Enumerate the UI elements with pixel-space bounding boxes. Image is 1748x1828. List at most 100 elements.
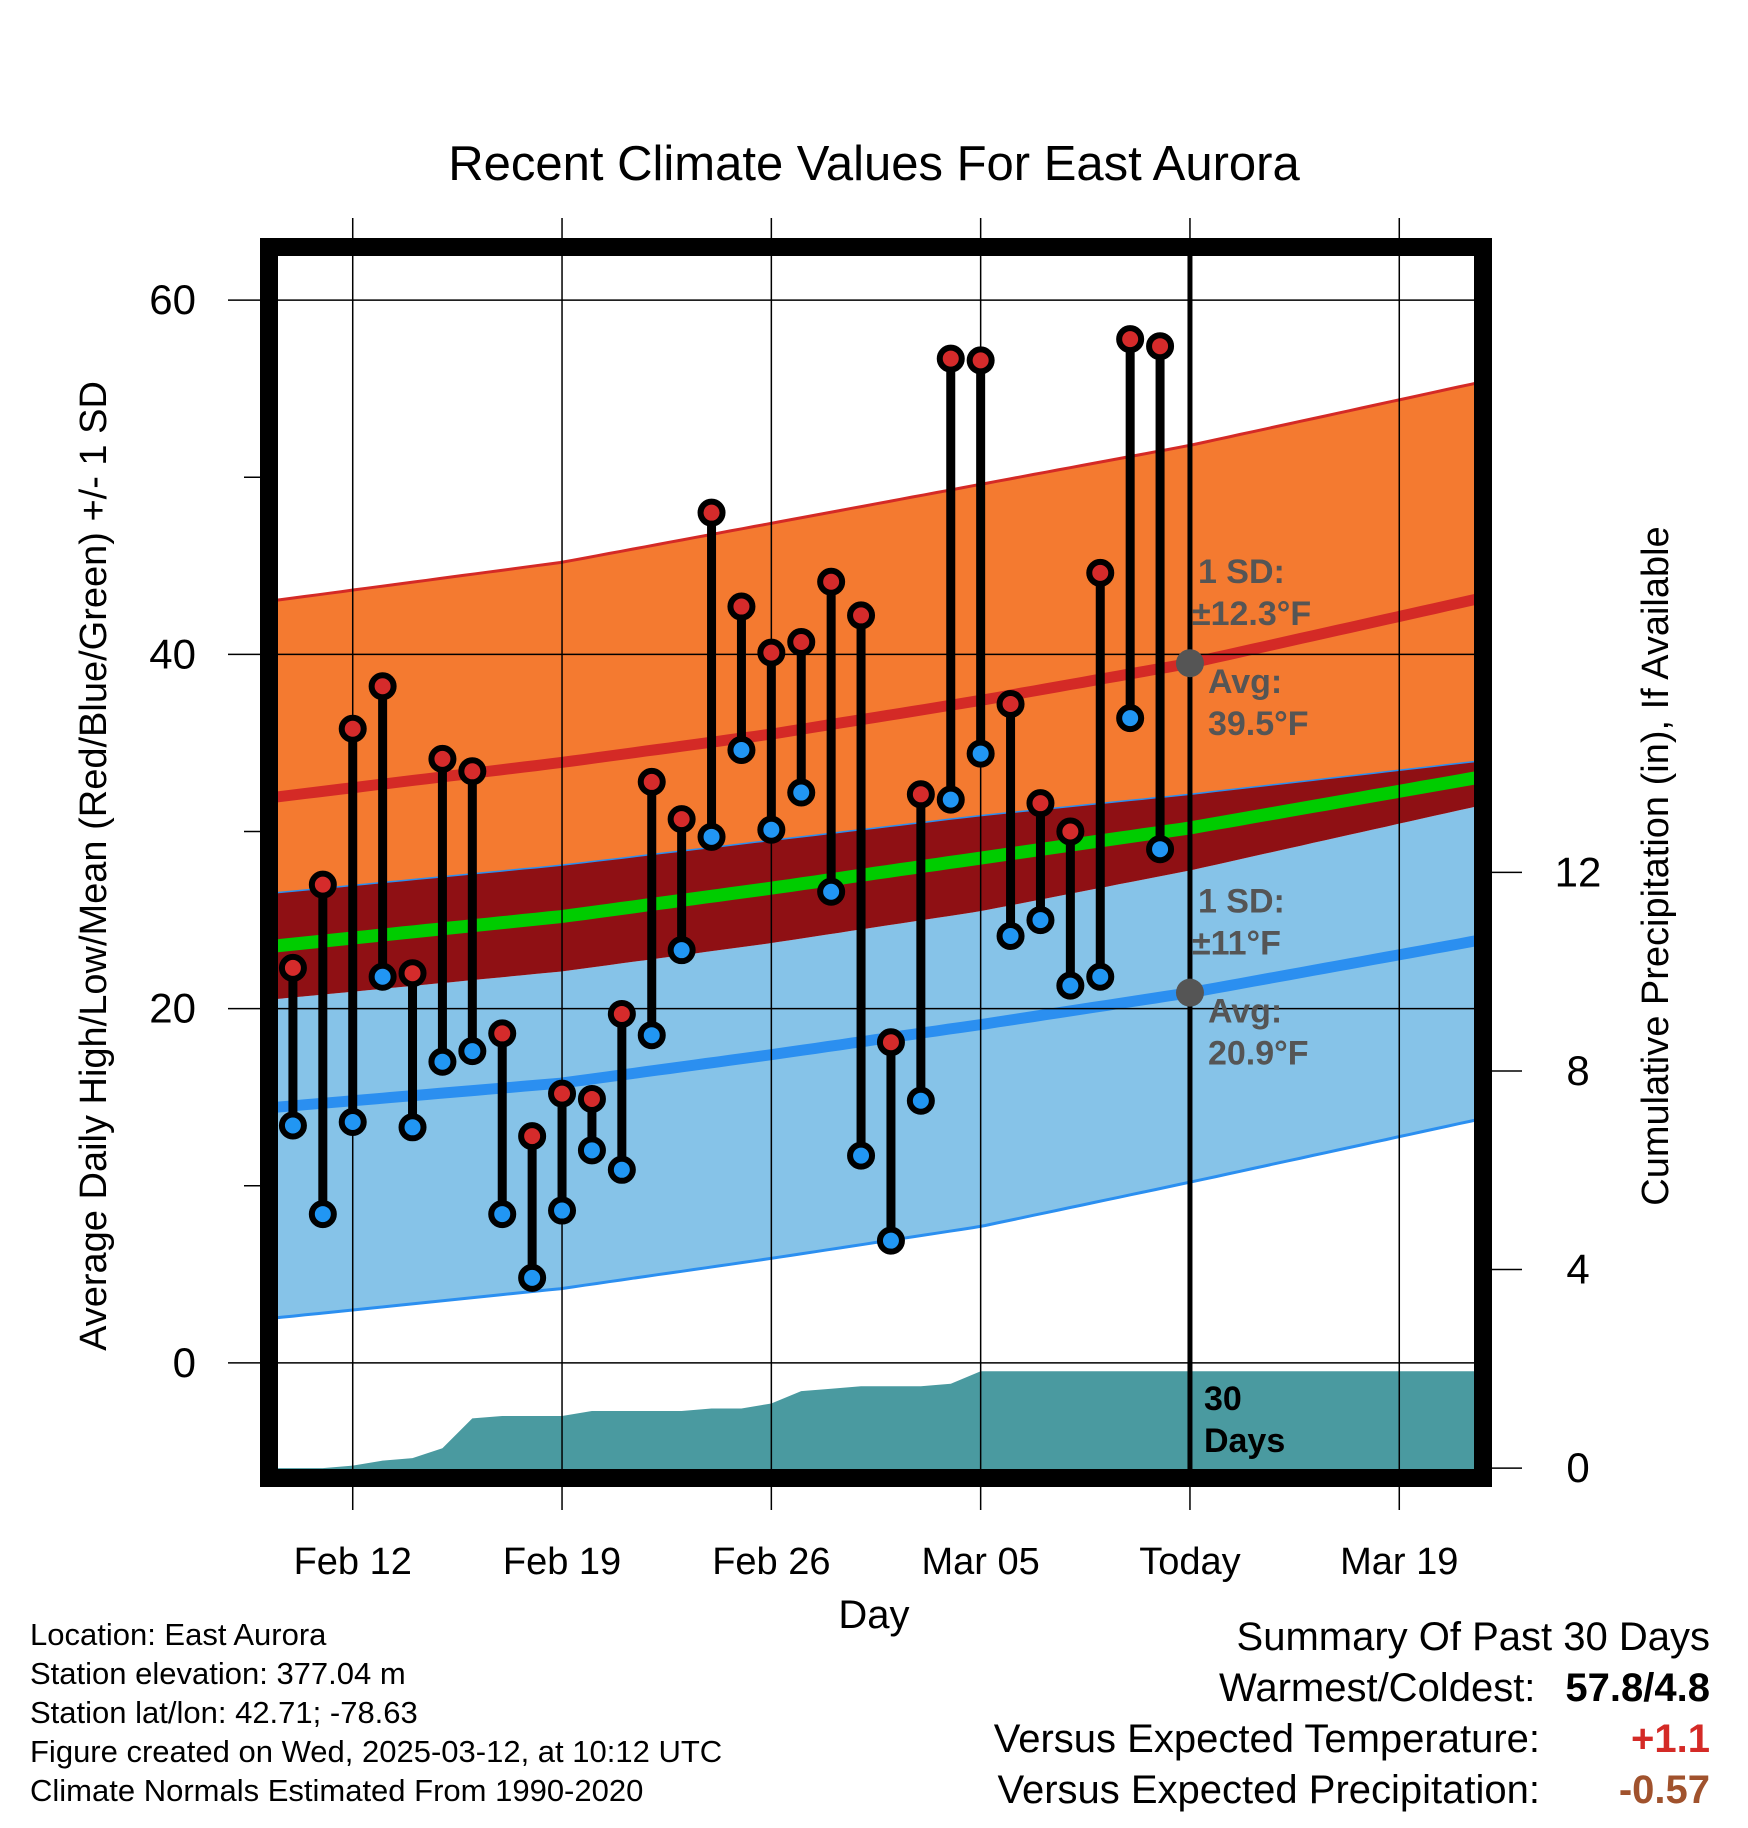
daily-low-point <box>607 1155 636 1184</box>
y2-axis-label: Cumulative Precipitation (in), If Availa… <box>1635 526 1677 1205</box>
avg-label: Avg: <box>1208 993 1282 1031</box>
daily-low-point <box>697 822 726 851</box>
plot-area: 1 SD: ±12.3°F Avg: 39.5°F 1 SD: ±11°F Avg: 20.9… <box>149 218 1601 1583</box>
daily-low-point <box>996 922 1025 951</box>
x-tick-label: Feb 26 <box>712 1541 830 1583</box>
sd-label: 1 SD: <box>1198 883 1285 921</box>
daily-high-point <box>607 999 636 1028</box>
x-tick-label: Mar 19 <box>1340 1541 1458 1583</box>
daily-high-point <box>548 1079 577 1108</box>
x-tick-label: Feb 12 <box>294 1541 412 1583</box>
summary-precip: Versus Expected Precipitation: -0.57 <box>994 1765 1710 1816</box>
daily-high-point <box>817 567 846 596</box>
low-sd-band <box>269 804 1483 1319</box>
x-tick-label: Today <box>1139 1541 1240 1583</box>
latlon-text: Station lat/lon: 42.71; -78.63 <box>30 1695 418 1730</box>
summary-title: Summary Of Past 30 Days <box>1236 1615 1710 1659</box>
daily-high-point <box>398 959 427 988</box>
y-tick-label: 0 <box>173 1339 196 1386</box>
daily-low-point <box>518 1263 547 1292</box>
station-info: Location: East Aurora Station elevation:… <box>30 1615 722 1810</box>
daily-low-point <box>1116 704 1145 733</box>
daily-low-point <box>817 877 846 906</box>
y2-tick-label: 8 <box>1566 1047 1589 1094</box>
daily-low-point <box>966 739 995 768</box>
y-axis-label: Average Daily High/Low/Mean (Red/Blue/Gr… <box>73 381 115 1351</box>
precip-label: Versus Expected Precipitation: <box>997 1768 1540 1812</box>
daily-high-point <box>1146 332 1175 361</box>
mean-sd-band <box>269 760 1483 1000</box>
daily-high-point <box>1116 325 1145 354</box>
daily-low-point <box>488 1200 517 1229</box>
daily-low-point <box>458 1037 487 1066</box>
daily-low-point <box>1086 962 1115 991</box>
daily-high-point <box>727 592 756 621</box>
precip-area <box>269 1371 1483 1478</box>
daily-high-point <box>847 601 876 630</box>
low-minus-sd-line <box>269 1116 1483 1321</box>
daily-high-point <box>906 780 935 809</box>
daily-low-point <box>338 1107 367 1136</box>
daily-low-point <box>847 1141 876 1170</box>
daily-low-point <box>1056 971 1085 1000</box>
plot-frame <box>260 238 1492 1487</box>
daily-high-point <box>577 1084 606 1113</box>
daily-high-point <box>996 689 1025 718</box>
daily-high-point <box>966 346 995 375</box>
daily-low-point <box>368 962 397 991</box>
daily-low-point <box>548 1196 577 1225</box>
sd-value: ±11°F <box>1192 925 1281 963</box>
today-avg-dot <box>1175 978 1204 1007</box>
daily-high-point <box>637 767 666 796</box>
y-tick-label: 60 <box>149 276 196 323</box>
temp-label: Versus Expected Temperature: <box>993 1717 1540 1761</box>
x-tick-label: Feb 19 <box>503 1541 621 1583</box>
y2-tick-label: 4 <box>1566 1246 1589 1293</box>
high-plus-sd-line <box>269 380 1483 603</box>
summary-panel: Summary Of Past 30 Days Warmest/Coldest:… <box>994 1612 1710 1816</box>
avg-label: Avg: <box>1208 663 1282 701</box>
daily-low-point <box>1026 906 1055 935</box>
daily-high-point <box>338 714 367 743</box>
daily-low-point <box>577 1136 606 1165</box>
sd-value: ±12.3°F <box>1192 595 1311 633</box>
sd-label: 1 SD: <box>1198 553 1285 591</box>
plot-clip-group: 1 SD: ±12.3°F Avg: 39.5°F 1 SD: ±11°F Avg: 20.9… <box>269 247 1483 1478</box>
y-tick-label: 40 <box>149 630 196 677</box>
y2-tick-label: 12 <box>1555 848 1602 895</box>
today-avg-dot <box>1175 649 1204 678</box>
daily-high-point <box>1026 789 1055 818</box>
daily-high-point <box>697 498 726 527</box>
y2-tick-label: 0 <box>1566 1444 1589 1491</box>
x-tick-label: Mar 05 <box>922 1541 1040 1583</box>
daily-low-point <box>308 1200 337 1229</box>
y-tick-label: 20 <box>149 985 196 1032</box>
location-text: Location: East Aurora <box>30 1617 327 1652</box>
daily-low-point <box>906 1086 935 1115</box>
daily-high-point <box>876 1028 905 1057</box>
daily-high-point <box>1086 558 1115 587</box>
precip-days-label: 30 <box>1204 1380 1242 1418</box>
daily-low-point <box>936 785 965 814</box>
daily-low-point <box>398 1113 427 1142</box>
temp-value: +1.1 <box>1631 1717 1710 1761</box>
chart-title: Recent Climate Values For East Aurora <box>448 137 1300 191</box>
daily-high-point <box>667 805 696 834</box>
daily-low-point <box>787 778 816 807</box>
daily-low-point <box>1146 835 1175 864</box>
daily-high-point <box>368 672 397 701</box>
daily-high-point <box>518 1122 547 1151</box>
daily-low-point <box>637 1021 666 1050</box>
daily-low-point <box>876 1226 905 1255</box>
daily-low-point <box>667 936 696 965</box>
daily-high-point <box>936 344 965 373</box>
daily-high-point <box>1056 817 1085 846</box>
precip-days-label: Days <box>1204 1422 1285 1460</box>
daily-low-point <box>278 1111 307 1140</box>
daily-high-point <box>787 627 816 656</box>
daily-low-point <box>757 815 786 844</box>
created-text: Figure created on Wed, 2025-03-12, at 10… <box>30 1734 723 1769</box>
daily-low-point <box>428 1047 457 1076</box>
daily-high-point <box>488 1019 517 1048</box>
